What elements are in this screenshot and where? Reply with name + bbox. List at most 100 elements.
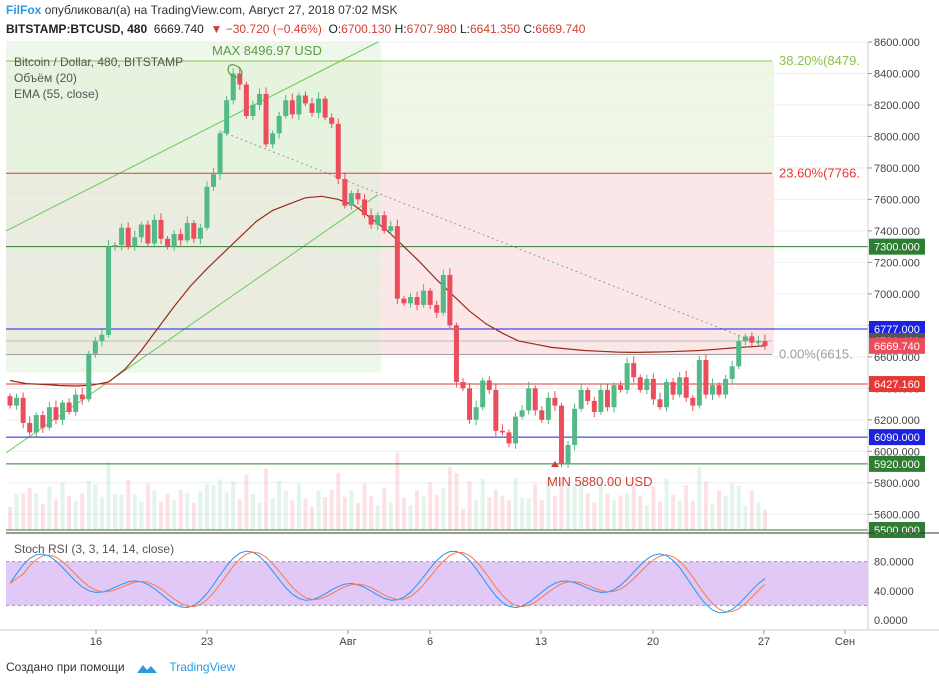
tradingview-link[interactable]: TradingView	[169, 660, 236, 674]
candle-body	[217, 133, 223, 175]
volume-bar	[461, 508, 465, 530]
candle-body	[46, 407, 52, 428]
candle-body	[513, 416, 519, 444]
volume-bar	[80, 493, 85, 530]
price-label-bg	[869, 376, 925, 393]
candle-body	[723, 378, 729, 395]
price-label-bg	[869, 455, 925, 472]
fib-label: 23.60%(7766.	[779, 165, 860, 180]
volume-bar	[119, 494, 124, 530]
candle-body	[256, 93, 262, 105]
time-tick-label: 13	[535, 636, 547, 648]
ema-legend: EMA (55, close)	[14, 87, 99, 101]
volume-bar	[447, 467, 452, 530]
candle-body	[33, 415, 39, 433]
candle-body	[138, 224, 144, 238]
max-annotation: MAX 8496.97 USD	[212, 43, 322, 58]
volume-bar	[493, 489, 498, 530]
volume-bar	[703, 481, 708, 530]
price-tick-label: 6200.000	[874, 415, 920, 427]
candle-body	[20, 397, 26, 423]
candle-body	[105, 246, 111, 335]
publish-info: FilFox опубликовал(а) на TradingView.com…	[6, 3, 398, 17]
volume-bar	[191, 502, 196, 530]
price-tick-label: 5800.000	[874, 478, 920, 490]
candle-body	[631, 363, 637, 378]
low-key: L:	[459, 22, 470, 36]
channel-upper-line	[5, 41, 379, 232]
candle-body	[762, 341, 768, 346]
candle-body	[611, 385, 617, 408]
volume-bar	[566, 485, 571, 530]
candle-body	[558, 405, 564, 464]
candle-body	[526, 388, 532, 411]
volume-bar	[598, 482, 603, 530]
volume-bar	[93, 484, 98, 530]
price-label-bg	[869, 522, 925, 538]
volume-bar	[730, 483, 735, 530]
volume-bar	[618, 495, 623, 530]
price-label-bg	[869, 429, 925, 446]
price-label: 7300.000	[874, 242, 920, 254]
footer: Создано при помощи TradingView	[6, 660, 235, 674]
volume-bar	[631, 485, 636, 530]
candle-body	[250, 104, 256, 116]
time-tick-label: 20	[647, 636, 659, 648]
volume-bar	[362, 483, 367, 530]
volume-bar	[421, 496, 426, 530]
price-tick-label: 8400.000	[874, 68, 920, 80]
candle-body	[322, 98, 328, 118]
volume-bar	[67, 496, 72, 530]
candle-body	[66, 402, 72, 412]
candle-body	[624, 363, 630, 390]
price-label-bg	[869, 337, 925, 354]
volume-bar	[257, 503, 262, 530]
candle-body	[263, 93, 269, 145]
candle-body	[447, 274, 453, 326]
author-name[interactable]: FilFox	[6, 3, 42, 17]
candle-body	[335, 123, 341, 179]
volume-bar	[585, 493, 590, 530]
volume-bar	[552, 495, 557, 530]
time-tick-label: 27	[758, 636, 770, 648]
candle-body	[736, 341, 742, 367]
price-tick-label: 6600.000	[874, 352, 920, 364]
candle-body	[532, 388, 538, 411]
candle-body	[14, 397, 20, 406]
volume-legend: Объём (20)	[14, 71, 77, 85]
candle-body	[184, 223, 190, 241]
volume-bar	[382, 487, 387, 530]
price-label: 5920.000	[874, 459, 920, 471]
volume-bar	[533, 484, 538, 530]
candle-body	[401, 298, 407, 304]
candle-body	[729, 366, 735, 379]
candle-body	[112, 245, 118, 247]
max-marker-icon	[227, 64, 243, 78]
candle-body	[355, 193, 361, 200]
volume-bar	[454, 473, 459, 530]
volume-bar	[211, 485, 216, 530]
volume-bar	[500, 496, 505, 530]
volume-bar	[204, 484, 209, 530]
volume-bar	[296, 484, 301, 530]
volume-bar	[474, 500, 479, 530]
volume-bar	[270, 498, 275, 530]
candle-body	[683, 377, 689, 398]
price-label: 6427.160	[874, 379, 920, 391]
ema-line	[9, 195, 766, 387]
candle-body	[703, 359, 709, 395]
candle-body	[60, 402, 66, 420]
volume-bar	[47, 486, 52, 530]
volume-bar	[349, 490, 354, 530]
volume-bar	[756, 502, 761, 530]
volume-bar	[218, 479, 223, 530]
candle-body	[316, 98, 322, 113]
candle-body	[539, 410, 545, 420]
fib-label: 0.00%(6615.	[779, 346, 853, 361]
price-label-bg	[869, 238, 925, 255]
volume-bar	[743, 505, 748, 530]
price-chart[interactable]: 38.20%(8479. 23.60%(7766. 0.00%(6615. MAX 8…	[0, 0, 939, 655]
candle-body	[197, 227, 203, 239]
candle-body	[92, 341, 98, 354]
volume-bar	[664, 478, 669, 530]
